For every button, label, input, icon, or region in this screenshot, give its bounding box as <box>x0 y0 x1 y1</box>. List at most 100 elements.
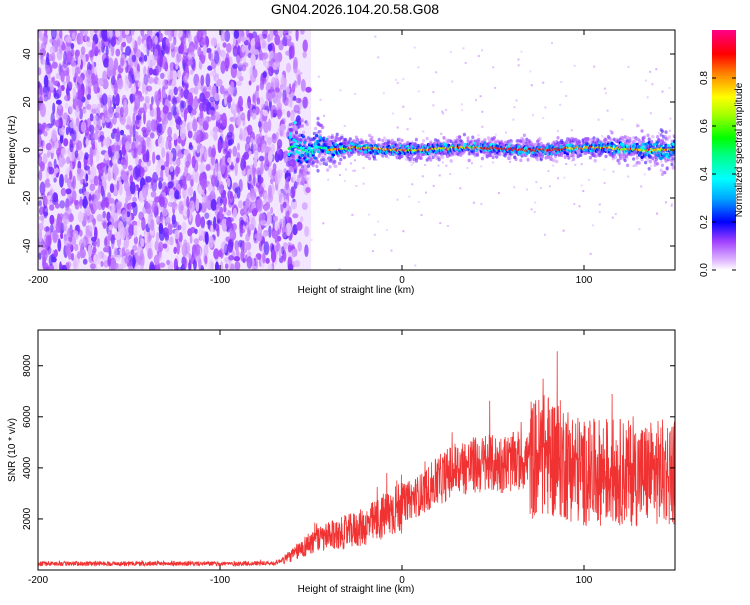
noise-cell <box>187 130 193 139</box>
noise-cell <box>160 72 165 80</box>
noise-cell <box>168 140 172 151</box>
noise-cell <box>292 213 299 219</box>
noise-cell <box>213 131 218 141</box>
noise-cell <box>75 49 81 57</box>
noise-cell <box>225 52 230 67</box>
noise-cell <box>166 259 171 266</box>
noise-cell <box>40 58 46 65</box>
noise-cell <box>160 158 165 167</box>
noise-cell <box>44 226 50 232</box>
noise-cell <box>270 207 274 214</box>
noise-cell <box>210 70 216 77</box>
noise-cell <box>117 159 121 165</box>
noise-cell <box>268 184 272 198</box>
noise-cell <box>162 90 167 98</box>
noise-cell <box>235 262 240 270</box>
noise-cell <box>256 198 263 212</box>
noise-cell <box>132 112 136 125</box>
noise-cell <box>201 178 207 191</box>
noise-cell <box>265 257 270 264</box>
noise-cell <box>55 203 60 209</box>
noise-cell <box>292 59 298 74</box>
noise-cell <box>131 201 137 208</box>
noise-cell <box>195 213 202 228</box>
noise-cell <box>164 30 171 36</box>
noise-cell <box>108 224 113 231</box>
noise-cell <box>290 186 296 199</box>
signal-halo <box>290 128 294 132</box>
noise-cell <box>226 227 231 233</box>
spectrogram-heatmap <box>38 30 675 270</box>
noise-cell <box>273 215 278 222</box>
noise-cell <box>154 65 159 77</box>
noise-cell <box>80 46 86 55</box>
noise-cell <box>123 239 128 250</box>
noise-cell <box>117 77 124 90</box>
noise-cell <box>62 221 67 232</box>
noise-cell <box>84 152 89 160</box>
noise-cell <box>221 141 228 149</box>
signal-halo <box>425 136 429 141</box>
noise-cell <box>167 126 173 138</box>
noise-cell <box>86 206 91 216</box>
noise-cell <box>245 233 250 242</box>
noise-cell <box>301 202 308 211</box>
noise-cell <box>281 225 288 239</box>
noise-cell <box>52 192 58 203</box>
noise-cell <box>259 108 264 118</box>
noise-cell <box>158 116 162 123</box>
noise-cell <box>47 166 52 174</box>
noise-cell <box>144 96 150 104</box>
noise-cell <box>239 225 243 238</box>
noise-cell <box>149 264 156 270</box>
noise-cell <box>180 204 184 212</box>
noise-cell <box>121 41 127 48</box>
noise-cell <box>85 173 89 182</box>
noise-cell <box>200 216 206 229</box>
noise-cell <box>169 236 174 246</box>
noise-cell <box>97 103 101 109</box>
noise-cell <box>199 109 204 119</box>
noise-cell <box>122 159 128 170</box>
signal-halo <box>429 158 433 162</box>
noise-cell <box>175 159 180 166</box>
signal-band <box>315 134 319 138</box>
noise-cell <box>59 200 66 209</box>
signal-halo <box>287 169 291 174</box>
noise-cell <box>44 196 48 207</box>
signal-band <box>297 151 301 155</box>
noise-cell <box>157 78 162 86</box>
noise-cell <box>205 164 211 171</box>
noise-cell <box>89 113 94 122</box>
signal-halo <box>567 156 571 160</box>
noise-cell <box>236 186 241 199</box>
noise-cell <box>215 162 221 173</box>
noise-cell <box>85 69 93 79</box>
noise-cell <box>136 48 142 59</box>
noise-cell <box>244 241 248 252</box>
noise-cell <box>49 204 55 211</box>
noise-cell <box>220 261 224 270</box>
noise-cell <box>144 231 148 244</box>
noise-cell <box>86 77 93 84</box>
noise-cell <box>167 181 174 189</box>
noise-cell <box>102 70 108 84</box>
noise-cell <box>221 112 227 127</box>
noise-cell <box>55 73 59 79</box>
noise-cell <box>285 62 292 73</box>
noise-cell <box>280 123 287 131</box>
noise-cell <box>225 65 229 72</box>
noise-cell <box>263 204 269 212</box>
noise-cell <box>188 186 194 197</box>
signal-halo <box>300 168 304 172</box>
signal-halo <box>422 139 426 143</box>
noise-cell <box>39 181 46 196</box>
noise-cell <box>120 106 124 118</box>
noise-cell <box>263 109 268 117</box>
noise-cell <box>51 76 56 83</box>
noise-cell <box>248 80 252 86</box>
signal-band <box>288 135 292 139</box>
noise-cell <box>305 187 311 193</box>
noise-cell <box>55 221 62 233</box>
noise-cell <box>225 263 229 270</box>
